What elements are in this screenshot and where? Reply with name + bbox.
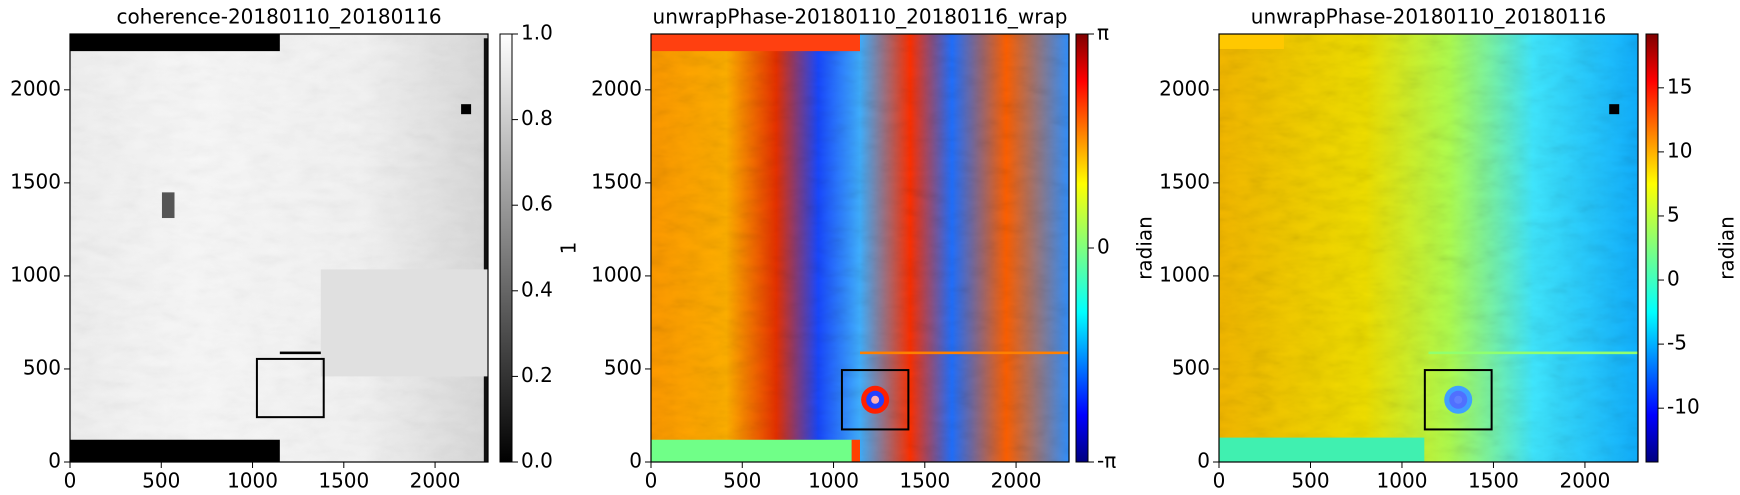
raster-patch xyxy=(1219,34,1284,49)
raster-patch xyxy=(651,34,860,52)
raster-texture xyxy=(70,34,488,462)
x-tick-label: 0 xyxy=(64,469,77,493)
y-tick-label: 1000 xyxy=(10,262,61,286)
reference-point xyxy=(461,104,472,115)
deformation-ring xyxy=(871,395,880,404)
axes-frame xyxy=(1218,33,1639,463)
raster-patch xyxy=(483,38,488,462)
y-tick-label: 500 xyxy=(23,355,61,379)
colorbar-tick-label: 10 xyxy=(1667,138,1692,162)
x-tick-label: 1500 xyxy=(899,469,950,493)
raster-patch xyxy=(70,34,280,52)
y-tick-label: 0 xyxy=(48,449,61,473)
panel-title: coherence-20180110_20180116 xyxy=(116,5,441,29)
raster-patch xyxy=(320,269,488,377)
x-tick-label: 1500 xyxy=(318,469,369,493)
deformation-ring xyxy=(1454,395,1463,404)
reference-point xyxy=(1609,104,1620,115)
x-tick-label: 2000 xyxy=(410,469,461,493)
raster-patch xyxy=(70,439,280,462)
y-tick-label: 1500 xyxy=(10,169,61,193)
raster-texture xyxy=(651,34,1069,462)
x-tick-label: 1000 xyxy=(227,469,278,493)
annotation-box xyxy=(1423,369,1493,431)
colorbar-tick-label: 0 xyxy=(1667,267,1680,291)
y-tick-label: 2000 xyxy=(10,76,61,100)
x-tick-label: 2000 xyxy=(1559,469,1610,493)
x-tick-label: 1000 xyxy=(808,469,859,493)
x-tick-label: 0 xyxy=(645,469,658,493)
panel: unwrapPhase-20180110_20180116_wrap 0 500 10… xyxy=(591,5,1156,493)
colorbar-label: 1 xyxy=(557,242,581,255)
panel-title: unwrapPhase-20180110_20180116_wrap xyxy=(653,5,1068,29)
colorbar-tick-label: 0.8 xyxy=(521,106,553,130)
x-tick-label: 1000 xyxy=(1377,469,1428,493)
raster-patch xyxy=(851,439,860,462)
y-tick-label: 2000 xyxy=(591,76,642,100)
colorbar xyxy=(1645,33,1659,463)
y-tick-label: 1000 xyxy=(1159,262,1210,286)
axes-frame xyxy=(650,33,1070,463)
colorbar-tick-label: -10 xyxy=(1667,395,1700,419)
raster-patch xyxy=(161,192,175,219)
annotation-box xyxy=(255,357,325,419)
y-tick-label: 2000 xyxy=(1159,76,1210,100)
y-tick-label: 0 xyxy=(1197,449,1210,473)
raster-patch xyxy=(1428,351,1638,355)
y-tick-label: 500 xyxy=(1172,355,1210,379)
colorbar-tick-label: 0 xyxy=(1097,235,1110,259)
colorbar-tick-label: 0.4 xyxy=(521,277,553,301)
x-tick-label: 500 xyxy=(723,469,761,493)
x-tick-label: 1500 xyxy=(1468,469,1519,493)
x-tick-label: 500 xyxy=(1291,469,1329,493)
y-tick-label: 500 xyxy=(604,355,642,379)
x-tick-label: 0 xyxy=(1213,469,1226,493)
panel-title: unwrapPhase-20180110_20180116 xyxy=(1251,5,1606,29)
colorbar-tick-label: -π xyxy=(1097,449,1116,473)
y-tick-label: 1500 xyxy=(591,169,642,193)
annotation-box xyxy=(840,369,910,431)
y-tick-label: 1000 xyxy=(591,262,642,286)
y-tick-label: 0 xyxy=(629,449,642,473)
colorbar-tick-label: -5 xyxy=(1667,331,1687,355)
colorbar-label: radian xyxy=(1133,216,1157,280)
raster-patch xyxy=(860,351,1069,355)
raster-patch xyxy=(651,439,852,462)
colorbar-label: radian xyxy=(1715,216,1739,280)
colorbar-tick-label: 1.0 xyxy=(521,21,553,45)
colorbar-tick-label: 0.0 xyxy=(521,449,553,473)
raster-texture xyxy=(1219,34,1638,462)
colorbar-tick-label: 0.6 xyxy=(521,192,553,216)
colorbar xyxy=(1075,33,1089,463)
x-tick-label: 2000 xyxy=(991,469,1042,493)
colorbar xyxy=(499,33,513,463)
colorbar-tick-label: π xyxy=(1097,21,1109,45)
colorbar-tick-label: 15 xyxy=(1667,74,1692,98)
axes-frame xyxy=(69,33,489,463)
x-tick-label: 500 xyxy=(142,469,180,493)
colorbar-tick-label: 0.2 xyxy=(521,363,553,387)
raster-patch xyxy=(1219,437,1425,462)
colorbar-tick-label: 5 xyxy=(1667,202,1680,226)
y-tick-label: 1500 xyxy=(1159,169,1210,193)
